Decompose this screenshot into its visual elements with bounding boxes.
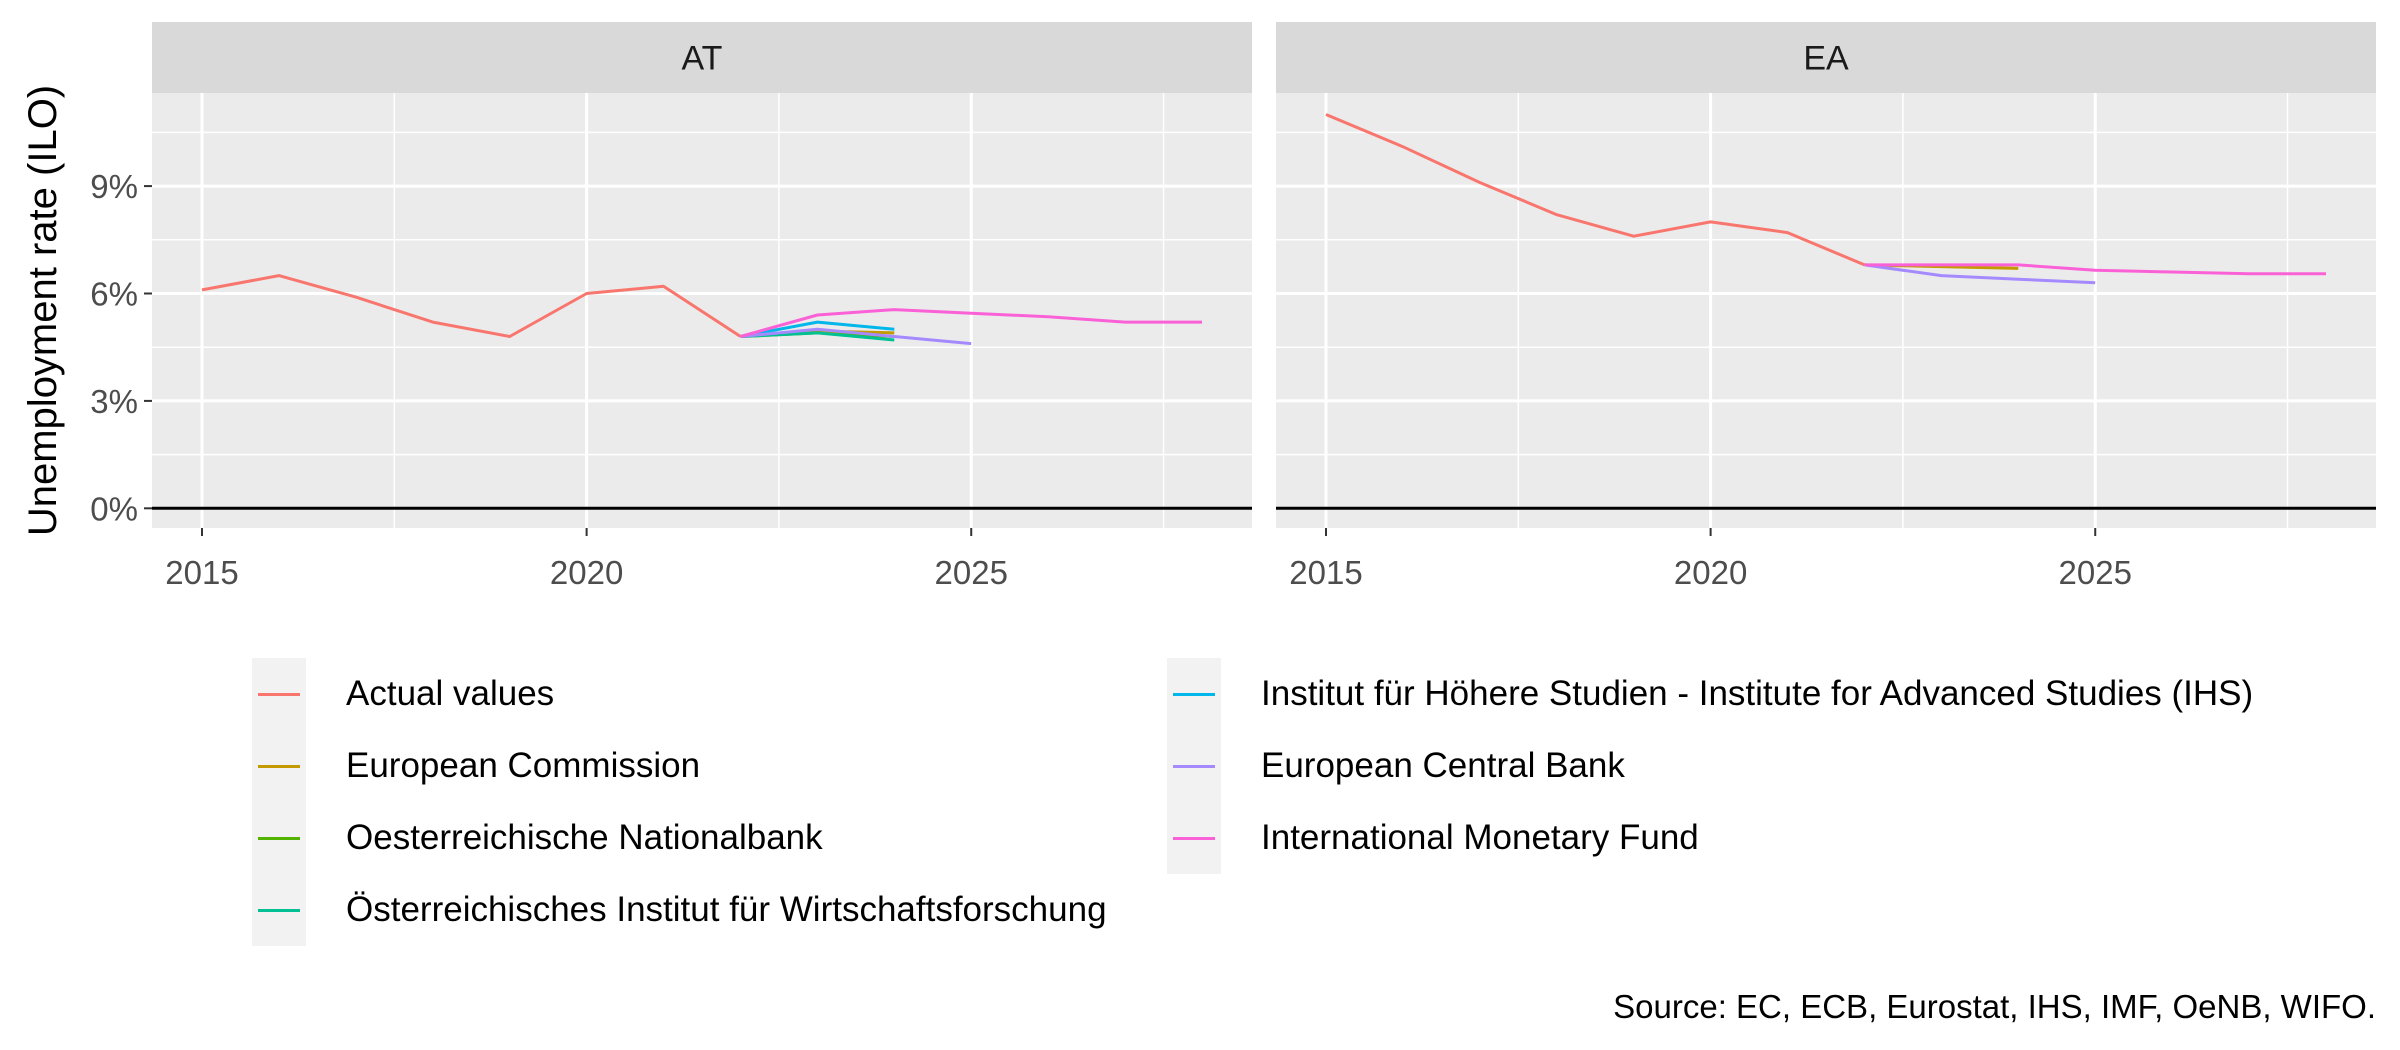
legend-label: Actual values xyxy=(346,674,555,713)
legend-label: Österreichisches Institut für Wirtschaft… xyxy=(346,890,1107,929)
facet-strip xyxy=(1276,22,2376,93)
legend-swatch xyxy=(1167,658,1221,730)
legend-swatch xyxy=(1167,730,1221,802)
y-tick-label: 6% xyxy=(90,275,138,312)
series-line xyxy=(1864,263,2096,285)
y-tick-label: 9% xyxy=(90,168,138,205)
y-tick-label: 0% xyxy=(90,490,138,527)
legend-label: European Central Bank xyxy=(1261,746,1625,785)
legend-item: Österreichisches Institut für Wirtschaft… xyxy=(252,874,1107,946)
y-tick-label: 3% xyxy=(90,383,138,420)
panel-at: AT 2015 2020 2025 xyxy=(152,22,1252,591)
panel-ea: EA 2015 2020 2025 xyxy=(1276,22,2376,591)
legend-swatch xyxy=(252,730,306,802)
legend-key-column xyxy=(252,658,306,946)
legend-item: European Central Bank xyxy=(1167,730,1625,802)
facet-label: EA xyxy=(1803,40,1849,78)
y-axis-title: Unemployment rate (ILO) xyxy=(21,85,65,536)
legend-item: International Monetary Fund xyxy=(1167,802,1699,874)
facet-strip xyxy=(152,22,1252,93)
legend-item: European Commission xyxy=(252,730,700,802)
series-line xyxy=(1325,113,1866,267)
x-tick-label: 2015 xyxy=(1289,554,1362,591)
x-tick-label: 2015 xyxy=(165,554,238,591)
facet-label: AT xyxy=(682,40,723,78)
source-caption: Source: EC, ECB, Eurostat, IHS, IMF, OeN… xyxy=(1613,988,2376,1025)
legend-item: Actual values xyxy=(252,658,554,730)
x-tick-label: 2020 xyxy=(550,554,623,591)
x-tick-label: 2025 xyxy=(2059,554,2132,591)
legend-swatch xyxy=(1167,802,1221,874)
panel-background xyxy=(1276,93,2376,528)
x-tick-label: 2020 xyxy=(1674,554,1747,591)
legend-item: Oesterreichische Nationalbank xyxy=(252,802,823,874)
series-line xyxy=(740,320,895,338)
legend-item: Institut für Höhere Studien - Institute … xyxy=(1167,658,2253,730)
legend-label: International Monetary Fund xyxy=(1261,818,1699,857)
series-line xyxy=(201,274,742,338)
series-line xyxy=(1864,263,2326,276)
legend-swatch xyxy=(252,874,306,946)
legend-swatch xyxy=(252,658,306,730)
legend-label: Oesterreichische Nationalbank xyxy=(346,818,823,857)
legend-label: Institut für Höhere Studien - Institute … xyxy=(1261,674,2254,713)
legend-label: European Commission xyxy=(346,746,701,785)
series-line xyxy=(740,327,972,346)
x-tick-label: 2025 xyxy=(935,554,1008,591)
legend-swatch xyxy=(252,802,306,874)
chart-axes: 0% 3% 6% 9% Unemployment rate (ILO) xyxy=(21,85,152,536)
series-line xyxy=(740,308,1202,338)
chart-panels: AT 2015 2020 2025 EA 2015 2020 2025 xyxy=(152,22,2376,591)
